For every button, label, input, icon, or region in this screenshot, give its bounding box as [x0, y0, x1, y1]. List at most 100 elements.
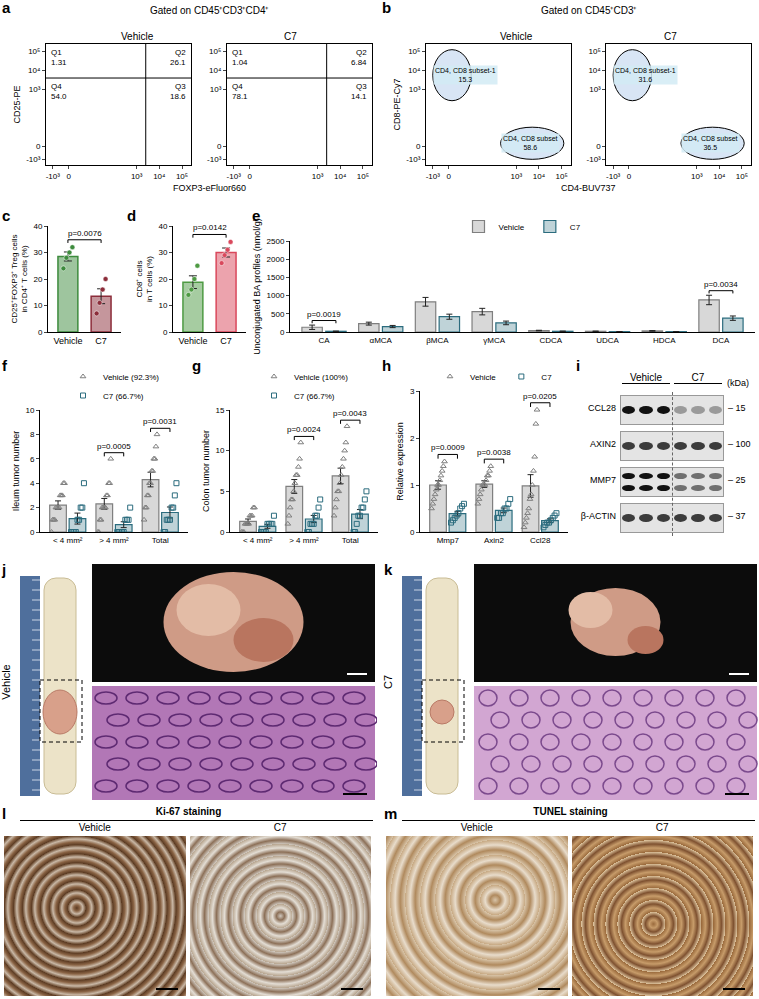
svg-text:p=0.0024: p=0.0024: [287, 425, 321, 434]
svg-text:< 4 mm²: < 4 mm²: [53, 536, 83, 545]
svg-text:Gated on CD45⁺CD3⁺: Gated on CD45⁺CD3⁺: [541, 5, 637, 16]
svg-text:10³: 10³: [312, 172, 324, 181]
svg-text:10⁵: 10⁵: [176, 172, 188, 181]
svg-text:0: 0: [220, 528, 225, 537]
svg-text:Vehicle: Vehicle: [500, 31, 533, 42]
svg-text:10⁴: 10⁴: [408, 66, 421, 75]
svg-text:Ileum tumor number: Ileum tumor number: [11, 431, 21, 512]
svg-text:-10³: -10³: [587, 155, 602, 164]
svg-text:10³: 10³: [210, 85, 222, 94]
svg-text:Q11.04: Q11.04: [232, 48, 248, 67]
svg-text:Vehicle: Vehicle: [499, 223, 525, 232]
svg-text:Axin2: Axin2: [484, 536, 505, 545]
svg-text:10⁴: 10⁴: [209, 66, 222, 75]
svg-text:CD4-BUV737: CD4-BUV737: [561, 183, 616, 193]
svg-text:Total: Total: [152, 536, 169, 545]
svg-text:10⁵: 10⁵: [589, 47, 601, 56]
svg-text:Vehicle (92.3%): Vehicle (92.3%): [103, 373, 159, 382]
svg-text:HDCA: HDCA: [653, 336, 676, 345]
svg-text:30: 30: [33, 248, 42, 257]
svg-text:15: 15: [215, 406, 224, 415]
svg-text:Mmp7: Mmp7: [437, 536, 460, 545]
svg-text:5: 5: [220, 487, 225, 496]
svg-text:Vehicle (100%): Vehicle (100%): [294, 373, 348, 382]
svg-text:βMCA: βMCA: [426, 336, 449, 345]
svg-text:Total: Total: [342, 536, 359, 545]
svg-text:-10³: -10³: [426, 172, 441, 181]
svg-text:Colon tumor number: Colon tumor number: [201, 430, 211, 512]
svg-text:10⁵: 10⁵: [408, 47, 420, 56]
svg-text:10⁵: 10⁵: [555, 172, 567, 181]
svg-text:2500: 2500: [267, 237, 285, 246]
svg-text:10: 10: [33, 301, 42, 310]
svg-text:1500: 1500: [267, 273, 285, 282]
svg-text:UDCA: UDCA: [596, 336, 619, 345]
svg-text:Q26.84: Q26.84: [351, 48, 367, 67]
svg-text:CD25-PE: CD25-PE: [12, 85, 22, 123]
svg-text:CD25⁺FOXP3⁺ Treg cellsin CD4⁺: CD25⁺FOXP3⁺ Treg cellsin CD4⁺ T cells (%…: [10, 234, 29, 323]
svg-text:10⁴: 10⁴: [588, 66, 601, 75]
svg-text:CD4, CD8 subset-115.3: CD4, CD8 subset-115.3: [435, 67, 496, 83]
svg-text:> 4 mm²: > 4 mm²: [289, 536, 319, 545]
svg-text:0: 0: [36, 142, 41, 151]
svg-text:10³: 10³: [409, 85, 421, 94]
svg-text:4: 4: [30, 479, 35, 488]
svg-text:Q454.0: Q454.0: [51, 82, 67, 101]
svg-text:1: 1: [410, 481, 415, 490]
svg-text:C7: C7: [541, 373, 552, 382]
svg-text:0: 0: [247, 172, 252, 181]
svg-text:10: 10: [158, 301, 167, 310]
svg-text:C7: C7: [95, 336, 107, 346]
svg-text:10³: 10³: [131, 172, 143, 181]
svg-text:0: 0: [30, 528, 35, 537]
svg-text:Unconjugated BA profiles (nmol: Unconjugated BA profiles (nmol/g): [252, 218, 262, 355]
svg-text:-10³: -10³: [26, 155, 41, 164]
svg-text:10³: 10³: [589, 85, 601, 94]
svg-text:Relative expression: Relative expression: [395, 422, 405, 501]
svg-text:Q226.1: Q226.1: [170, 48, 186, 67]
svg-text:γMCA: γMCA: [483, 336, 505, 345]
svg-text:2: 2: [30, 503, 35, 512]
svg-text:-10³: -10³: [207, 155, 222, 164]
svg-text:CA: CA: [318, 336, 330, 345]
svg-text:p=0.0031: p=0.0031: [143, 417, 177, 426]
svg-text:Q478.1: Q478.1: [232, 82, 248, 101]
svg-text:p=0.0076: p=0.0076: [68, 229, 102, 238]
svg-text:-10³: -10³: [606, 172, 621, 181]
svg-text:10⁵: 10⁵: [209, 47, 221, 56]
svg-text:C7 (66.7%): C7 (66.7%): [103, 392, 144, 401]
svg-text:αMCA: αMCA: [370, 336, 393, 345]
svg-text:p=0.0205: p=0.0205: [523, 392, 557, 401]
svg-text:10³: 10³: [29, 85, 41, 94]
svg-text:10⁴: 10⁴: [334, 172, 347, 181]
svg-text:C7: C7: [220, 336, 232, 346]
svg-text:p=0.0038: p=0.0038: [477, 448, 511, 457]
svg-text:Ccl28: Ccl28: [530, 536, 551, 545]
svg-text:10³: 10³: [511, 172, 523, 181]
svg-text:< 4 mm²: < 4 mm²: [243, 536, 273, 545]
svg-text:10³: 10³: [691, 172, 703, 181]
svg-text:-10³: -10³: [406, 155, 421, 164]
svg-text:Vehicle: Vehicle: [53, 336, 82, 346]
svg-text:10⁴: 10⁴: [713, 172, 726, 181]
svg-text:0: 0: [446, 172, 451, 181]
svg-text:1000: 1000: [267, 291, 285, 300]
svg-text:10⁵: 10⁵: [28, 47, 40, 56]
svg-text:30: 30: [158, 248, 167, 257]
svg-text:0: 0: [627, 172, 632, 181]
svg-text:Vehicle: Vehicle: [178, 336, 207, 346]
svg-text:2: 2: [410, 434, 415, 443]
svg-text:0: 0: [416, 142, 421, 151]
svg-text:40: 40: [158, 222, 167, 231]
svg-text:-10³: -10³: [227, 172, 242, 181]
svg-text:CD4, CD8 subset-131.6: CD4, CD8 subset-131.6: [615, 67, 676, 83]
svg-text:10⁵: 10⁵: [357, 172, 369, 181]
svg-text:2000: 2000: [267, 255, 285, 264]
svg-text:Vehicle: Vehicle: [470, 373, 496, 382]
svg-text:Vehicle: Vehicle: [0, 664, 12, 699]
svg-text:20: 20: [158, 275, 167, 284]
svg-text:p=0.0005: p=0.0005: [97, 442, 131, 451]
svg-text:p=0.0034: p=0.0034: [704, 280, 738, 289]
svg-text:p=0.0009: p=0.0009: [431, 443, 465, 452]
svg-text:0: 0: [410, 528, 415, 537]
